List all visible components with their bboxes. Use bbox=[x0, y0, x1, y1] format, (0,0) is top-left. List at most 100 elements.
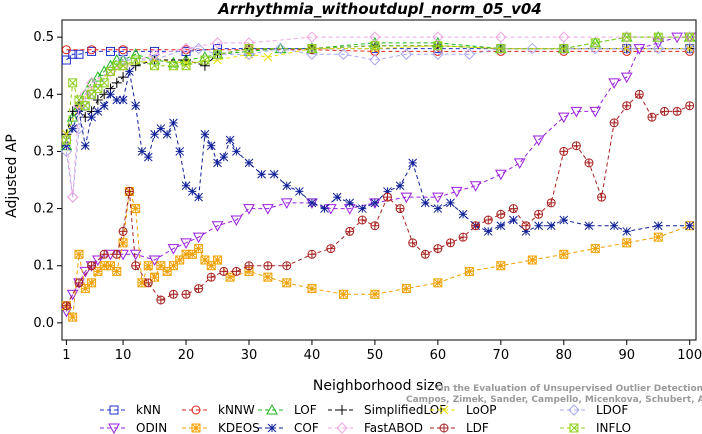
point-marker bbox=[570, 106, 583, 118]
point-marker bbox=[495, 31, 507, 43]
point-marker bbox=[225, 272, 235, 282]
point-marker bbox=[532, 135, 545, 147]
point-marker bbox=[653, 232, 663, 242]
legend-label: FastABOD bbox=[364, 421, 423, 434]
point-marker bbox=[420, 198, 430, 208]
point-marker bbox=[111, 77, 122, 88]
point-marker bbox=[433, 204, 443, 213]
credit-line-2: Campos, Zimek, Sander, Campello, Micenko… bbox=[406, 395, 702, 405]
point-marker bbox=[182, 290, 191, 299]
point-marker bbox=[337, 48, 350, 60]
point-marker bbox=[635, 90, 644, 99]
point-marker bbox=[370, 41, 380, 51]
point-marker bbox=[87, 45, 97, 55]
point-marker bbox=[685, 221, 695, 231]
point-marker bbox=[590, 244, 600, 253]
point-marker bbox=[685, 101, 694, 110]
point-marker bbox=[118, 61, 128, 71]
point-marker bbox=[608, 78, 621, 89]
point-marker bbox=[244, 44, 254, 53]
point-marker bbox=[610, 118, 619, 127]
point-marker bbox=[187, 249, 197, 259]
point-marker bbox=[68, 78, 78, 88]
point-marker bbox=[230, 215, 243, 227]
point-marker bbox=[180, 238, 192, 249]
point-marker bbox=[99, 78, 109, 88]
legend-label: KDEOS bbox=[218, 421, 260, 434]
point-marker bbox=[559, 249, 569, 259]
legend-label: LDF bbox=[466, 421, 489, 434]
point-marker bbox=[244, 44, 254, 54]
point-marker bbox=[572, 141, 581, 150]
point-marker bbox=[660, 107, 669, 116]
plot-frame bbox=[61, 19, 697, 341]
point-marker bbox=[112, 95, 122, 105]
point-marker bbox=[369, 54, 381, 66]
point-marker bbox=[408, 238, 417, 247]
point-marker bbox=[109, 405, 119, 415]
point-marker bbox=[609, 221, 619, 231]
series-kdeos bbox=[61, 186, 695, 322]
point-marker bbox=[653, 221, 663, 231]
point-marker bbox=[673, 107, 682, 116]
point-marker bbox=[68, 124, 78, 133]
point-marker bbox=[137, 147, 147, 156]
point-marker bbox=[150, 272, 159, 282]
point-marker bbox=[244, 267, 254, 276]
point-marker bbox=[117, 54, 129, 66]
point-marker bbox=[495, 42, 507, 55]
point-marker bbox=[433, 244, 442, 253]
point-marker bbox=[307, 44, 317, 53]
legend-label: INFLO bbox=[596, 421, 631, 434]
point-marker bbox=[546, 221, 556, 231]
point-marker bbox=[653, 32, 663, 42]
point-marker bbox=[150, 61, 159, 71]
point-marker bbox=[590, 38, 600, 48]
point-marker bbox=[181, 61, 191, 71]
point-marker bbox=[433, 41, 443, 51]
point-marker bbox=[433, 41, 443, 51]
point-marker bbox=[80, 284, 90, 293]
point-marker bbox=[148, 54, 161, 66]
point-marker bbox=[143, 261, 153, 271]
point-marker bbox=[526, 42, 539, 55]
point-marker bbox=[192, 232, 205, 244]
point-marker bbox=[106, 261, 115, 271]
point-marker bbox=[432, 192, 444, 204]
point-marker bbox=[332, 192, 342, 202]
point-marker bbox=[225, 135, 235, 145]
legend-label: SimplifiedLOF bbox=[364, 403, 446, 417]
point-marker bbox=[440, 424, 448, 432]
point-marker bbox=[232, 267, 241, 276]
point-marker bbox=[206, 141, 216, 151]
point-marker bbox=[62, 135, 71, 145]
x-axis-label: Neighborhood size bbox=[313, 378, 443, 394]
point-marker bbox=[194, 192, 203, 202]
series-line bbox=[66, 49, 690, 52]
y-axis: 0.0 0.1 0.2 0.3 0.4 0.5 bbox=[33, 30, 62, 331]
x-tick-label: 70 bbox=[493, 348, 510, 363]
point-marker bbox=[496, 261, 506, 271]
point-marker bbox=[307, 284, 317, 293]
point-marker bbox=[181, 249, 191, 259]
legend: kNN kNNW LOF SimplifiedLOF LoOP LDOF ODIN KDEOS… bbox=[100, 403, 631, 434]
x-tick-label: 50 bbox=[367, 348, 384, 363]
point-marker bbox=[199, 60, 210, 71]
series-layer bbox=[60, 31, 696, 322]
point-marker bbox=[683, 31, 696, 43]
point-marker bbox=[358, 216, 367, 224]
point-marker bbox=[464, 267, 474, 276]
point-marker bbox=[569, 423, 579, 433]
point-marker bbox=[345, 227, 354, 236]
point-marker bbox=[513, 158, 526, 169]
point-marker bbox=[211, 221, 224, 232]
series-ldf bbox=[61, 89, 695, 311]
point-marker bbox=[263, 52, 273, 62]
point-marker bbox=[156, 296, 165, 304]
point-marker bbox=[200, 55, 210, 65]
point-marker bbox=[307, 198, 317, 208]
legend-label: COF bbox=[294, 421, 319, 434]
point-marker bbox=[68, 312, 78, 322]
point-marker bbox=[509, 204, 518, 213]
point-marker bbox=[395, 181, 405, 191]
